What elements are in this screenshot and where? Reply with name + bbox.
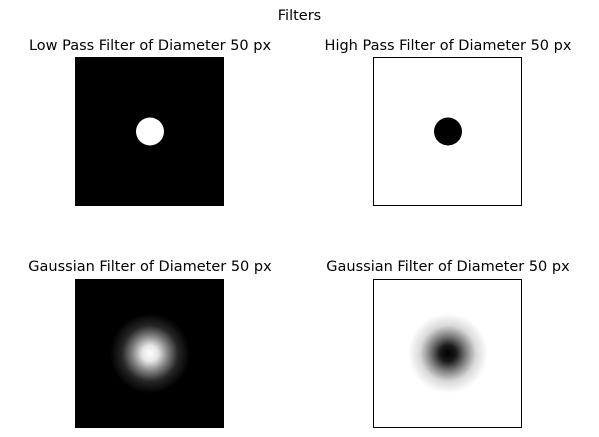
low-pass-title: Low Pass Filter of Diameter 50 px [28, 38, 272, 54]
gaussian-low-panel [75, 279, 224, 428]
gaussian-low-image [76, 280, 223, 427]
gaussian-high-blob [408, 313, 488, 394]
high-pass-image [374, 58, 521, 205]
high-pass-title: High Pass Filter of Diameter 50 px [324, 38, 572, 54]
low-pass-panel [75, 57, 224, 206]
high-pass-panel [373, 57, 522, 206]
gaussian-high-image [374, 280, 521, 427]
gaussian-low-blob [110, 313, 190, 394]
figure-title: Filters [277, 8, 322, 24]
gaussian-high-panel [373, 279, 522, 428]
low-pass-disc [136, 117, 164, 146]
gaussian-low-title: Gaussian Filter of Diameter 50 px [28, 259, 272, 275]
low-pass-image [76, 58, 223, 205]
high-pass-disc [434, 117, 462, 146]
gaussian-high-title: Gaussian Filter of Diameter 50 px [326, 259, 570, 275]
